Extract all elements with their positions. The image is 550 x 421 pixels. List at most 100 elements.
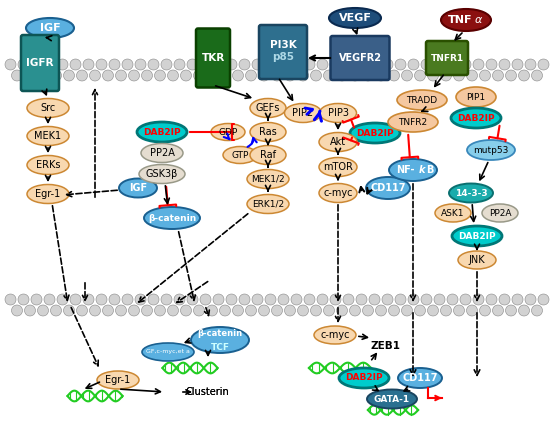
Ellipse shape	[452, 226, 502, 246]
Ellipse shape	[435, 204, 471, 222]
Ellipse shape	[319, 157, 357, 176]
Circle shape	[525, 294, 536, 305]
Circle shape	[180, 70, 191, 81]
Text: β-catenin: β-catenin	[197, 328, 243, 338]
Circle shape	[298, 70, 309, 81]
Circle shape	[109, 294, 120, 305]
Circle shape	[492, 70, 503, 81]
Text: c-myc: c-myc	[323, 188, 353, 198]
Circle shape	[499, 59, 510, 70]
Circle shape	[480, 305, 491, 316]
Circle shape	[245, 70, 256, 81]
Circle shape	[272, 305, 283, 316]
Circle shape	[343, 294, 354, 305]
Ellipse shape	[319, 133, 357, 152]
Circle shape	[194, 305, 205, 316]
Circle shape	[96, 294, 107, 305]
Text: PIP2: PIP2	[293, 108, 314, 118]
Circle shape	[427, 70, 438, 81]
Circle shape	[284, 305, 295, 316]
Text: VEGFR2: VEGFR2	[338, 53, 382, 63]
Ellipse shape	[191, 327, 249, 353]
Circle shape	[531, 70, 542, 81]
Circle shape	[362, 70, 373, 81]
Text: ASK1: ASK1	[441, 208, 465, 218]
Circle shape	[531, 305, 542, 316]
Text: ERKs: ERKs	[36, 160, 60, 170]
Circle shape	[83, 294, 94, 305]
Circle shape	[116, 70, 127, 81]
Circle shape	[187, 294, 198, 305]
Text: Egr-1: Egr-1	[106, 375, 131, 385]
Circle shape	[141, 70, 152, 81]
Text: Raf: Raf	[260, 150, 276, 160]
Text: mutp53: mutp53	[474, 146, 509, 155]
Circle shape	[480, 70, 491, 81]
Circle shape	[239, 294, 250, 305]
Circle shape	[421, 294, 432, 305]
Circle shape	[369, 59, 380, 70]
Circle shape	[219, 305, 230, 316]
Text: Egr-1: Egr-1	[35, 189, 60, 199]
Circle shape	[265, 59, 276, 70]
Circle shape	[141, 305, 152, 316]
Circle shape	[239, 59, 250, 70]
Circle shape	[441, 70, 452, 81]
Text: PP2A: PP2A	[150, 148, 174, 158]
Circle shape	[18, 294, 29, 305]
Circle shape	[44, 59, 55, 70]
Circle shape	[155, 305, 166, 316]
Ellipse shape	[451, 108, 501, 128]
Circle shape	[415, 305, 426, 316]
Circle shape	[278, 294, 289, 305]
Circle shape	[356, 59, 367, 70]
Circle shape	[441, 305, 452, 316]
Circle shape	[200, 59, 211, 70]
Circle shape	[382, 59, 393, 70]
Circle shape	[519, 70, 530, 81]
Circle shape	[473, 59, 484, 70]
Ellipse shape	[367, 389, 417, 408]
Ellipse shape	[339, 368, 389, 388]
Circle shape	[44, 294, 55, 305]
Text: NF-: NF-	[396, 165, 414, 175]
Text: TKR: TKR	[201, 53, 224, 63]
Text: ERK1/2: ERK1/2	[252, 200, 284, 208]
Circle shape	[51, 305, 62, 316]
Circle shape	[486, 59, 497, 70]
Text: Clusterin: Clusterin	[185, 387, 229, 397]
Text: MEK1/2: MEK1/2	[251, 174, 285, 184]
Circle shape	[135, 294, 146, 305]
Circle shape	[31, 294, 42, 305]
Circle shape	[408, 294, 419, 305]
Circle shape	[76, 70, 87, 81]
Circle shape	[37, 70, 48, 81]
Text: α: α	[474, 15, 482, 25]
Circle shape	[323, 70, 334, 81]
Ellipse shape	[250, 146, 286, 165]
Ellipse shape	[397, 90, 447, 110]
Circle shape	[454, 305, 465, 316]
Circle shape	[298, 305, 309, 316]
Circle shape	[51, 70, 62, 81]
Circle shape	[402, 70, 412, 81]
Circle shape	[18, 59, 29, 70]
Ellipse shape	[482, 204, 518, 222]
Text: ZEB1: ZEB1	[370, 341, 400, 351]
Circle shape	[304, 294, 315, 305]
Ellipse shape	[389, 159, 437, 181]
Circle shape	[25, 305, 36, 316]
Circle shape	[427, 305, 438, 316]
Ellipse shape	[319, 184, 357, 203]
FancyBboxPatch shape	[21, 35, 59, 91]
Circle shape	[37, 305, 48, 316]
Circle shape	[317, 59, 328, 70]
Circle shape	[486, 294, 497, 305]
FancyBboxPatch shape	[259, 25, 307, 79]
Circle shape	[129, 70, 140, 81]
Text: Akt: Akt	[330, 137, 346, 147]
Text: DAB2IP: DAB2IP	[345, 373, 383, 383]
Circle shape	[233, 70, 244, 81]
Circle shape	[258, 70, 270, 81]
Ellipse shape	[329, 8, 381, 28]
